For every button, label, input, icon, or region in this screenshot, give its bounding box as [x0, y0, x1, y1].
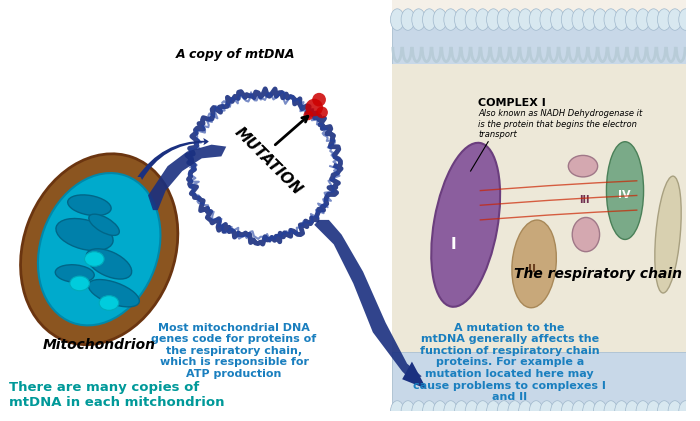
Ellipse shape: [497, 9, 511, 30]
Ellipse shape: [529, 9, 543, 30]
Ellipse shape: [636, 9, 650, 30]
Ellipse shape: [476, 9, 489, 30]
Ellipse shape: [668, 9, 682, 30]
Ellipse shape: [657, 401, 671, 421]
Ellipse shape: [70, 276, 90, 291]
Ellipse shape: [86, 249, 132, 279]
Text: A copy of mtDNA: A copy of mtDNA: [176, 48, 296, 61]
Ellipse shape: [512, 220, 556, 308]
Ellipse shape: [561, 9, 575, 30]
Ellipse shape: [572, 218, 600, 252]
Ellipse shape: [604, 401, 617, 421]
Polygon shape: [314, 220, 421, 381]
Ellipse shape: [476, 401, 489, 421]
Ellipse shape: [508, 9, 522, 30]
Text: II: II: [528, 264, 536, 274]
Text: Also known as NADH Dehydrogenase it
is the protein that begins the electron
tran: Also known as NADH Dehydrogenase it is t…: [478, 109, 643, 139]
Ellipse shape: [68, 195, 111, 216]
Ellipse shape: [466, 9, 479, 30]
Ellipse shape: [654, 176, 681, 293]
Text: COMPLEX I: COMPLEX I: [478, 98, 546, 108]
Ellipse shape: [615, 401, 629, 421]
Ellipse shape: [99, 296, 119, 310]
Ellipse shape: [20, 154, 178, 345]
Ellipse shape: [604, 9, 617, 30]
Ellipse shape: [679, 401, 692, 421]
Ellipse shape: [568, 155, 598, 177]
Text: There are many copies of
mtDNA in each mitchondrion: There are many copies of mtDNA in each m…: [9, 381, 225, 409]
Ellipse shape: [454, 401, 468, 421]
Text: III: III: [579, 195, 589, 205]
Ellipse shape: [433, 9, 447, 30]
Ellipse shape: [594, 401, 607, 421]
Text: IV: IV: [617, 190, 630, 200]
Text: MUTATION: MUTATION: [232, 125, 305, 198]
Ellipse shape: [312, 93, 326, 107]
Polygon shape: [148, 145, 226, 210]
Ellipse shape: [668, 401, 682, 421]
Ellipse shape: [572, 9, 586, 30]
Ellipse shape: [615, 9, 629, 30]
Ellipse shape: [305, 99, 323, 116]
Ellipse shape: [519, 9, 532, 30]
Ellipse shape: [423, 401, 436, 421]
Ellipse shape: [647, 401, 660, 421]
Ellipse shape: [625, 401, 639, 421]
Polygon shape: [402, 362, 426, 389]
Ellipse shape: [679, 9, 692, 30]
Polygon shape: [393, 19, 685, 64]
Polygon shape: [393, 352, 685, 411]
Ellipse shape: [431, 143, 500, 307]
Ellipse shape: [454, 9, 468, 30]
Ellipse shape: [594, 9, 607, 30]
Ellipse shape: [657, 9, 671, 30]
Ellipse shape: [38, 173, 160, 325]
Ellipse shape: [423, 9, 436, 30]
Ellipse shape: [412, 9, 426, 30]
Ellipse shape: [466, 401, 479, 421]
Ellipse shape: [433, 401, 447, 421]
Ellipse shape: [551, 9, 564, 30]
Text: I: I: [450, 237, 456, 252]
Ellipse shape: [391, 401, 404, 421]
Ellipse shape: [85, 252, 104, 266]
Ellipse shape: [582, 401, 596, 421]
Ellipse shape: [647, 9, 660, 30]
Text: Mitochondrion: Mitochondrion: [43, 338, 155, 352]
Ellipse shape: [88, 280, 139, 307]
Ellipse shape: [401, 9, 415, 30]
Ellipse shape: [391, 9, 404, 30]
Ellipse shape: [572, 401, 586, 421]
Polygon shape: [393, 0, 685, 411]
Ellipse shape: [540, 401, 554, 421]
Ellipse shape: [561, 401, 575, 421]
Ellipse shape: [636, 401, 650, 421]
Ellipse shape: [56, 218, 113, 250]
Ellipse shape: [529, 401, 543, 421]
Ellipse shape: [444, 401, 458, 421]
Ellipse shape: [551, 401, 564, 421]
Text: Most mitochondrial DNA
genes code for proteins of
the respiratory chain,
which i: Most mitochondrial DNA genes code for pr…: [151, 322, 316, 379]
Ellipse shape: [625, 9, 639, 30]
Ellipse shape: [497, 401, 511, 421]
Ellipse shape: [519, 401, 532, 421]
Ellipse shape: [412, 401, 426, 421]
Ellipse shape: [401, 401, 415, 421]
Polygon shape: [393, 64, 685, 352]
Ellipse shape: [508, 401, 522, 421]
Ellipse shape: [316, 107, 328, 118]
Ellipse shape: [89, 214, 119, 235]
Ellipse shape: [606, 142, 643, 240]
Text: The respiratory chain: The respiratory chain: [514, 266, 682, 281]
Ellipse shape: [444, 9, 458, 30]
Ellipse shape: [55, 265, 94, 282]
Ellipse shape: [582, 9, 596, 30]
Text: A mutation to the
mtDNA generally affects the
function of respiratory chain
prot: A mutation to the mtDNA generally affect…: [413, 322, 606, 402]
Ellipse shape: [304, 110, 313, 120]
Ellipse shape: [486, 401, 500, 421]
Ellipse shape: [486, 9, 500, 30]
Ellipse shape: [540, 9, 554, 30]
